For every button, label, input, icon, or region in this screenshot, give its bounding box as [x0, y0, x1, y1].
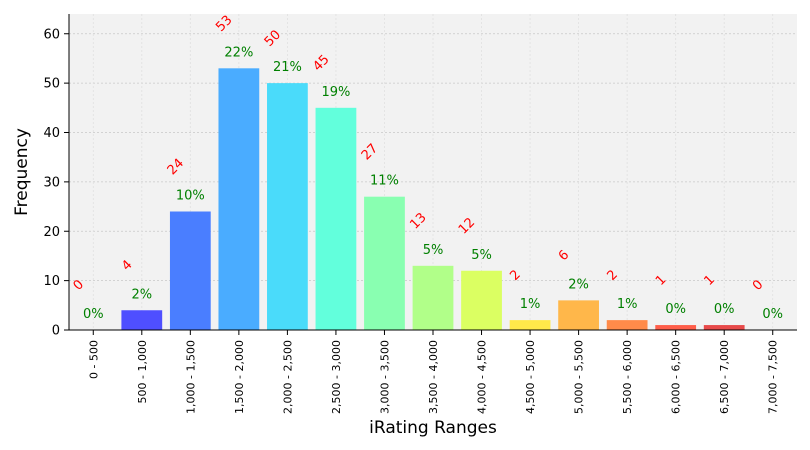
percent-label: 19%	[321, 85, 350, 100]
bar	[364, 196, 405, 330]
y-tick-label: 50	[43, 77, 60, 92]
x-tick-label: 0 - 500	[87, 340, 100, 379]
bar	[412, 265, 454, 330]
x-axis-title: iRating Ranges	[369, 418, 497, 438]
percent-label: 21%	[273, 60, 302, 75]
x-tick-label: 5,000 - 5,500	[573, 340, 586, 414]
y-tick-label: 10	[43, 274, 60, 289]
x-tick-label: 4,000 - 4,500	[476, 340, 489, 414]
x-tick-label: 6,500 - 7,000	[718, 340, 731, 414]
bar	[461, 270, 502, 330]
x-tick-label: 1,000 - 1,500	[184, 340, 197, 414]
percent-label: 5%	[423, 243, 444, 258]
percent-label: 5%	[471, 248, 492, 263]
axes: 0 10 20 30 40 50 60 0 - 500 500 - 1,000 1,000 - 1…	[43, 14, 797, 414]
x-tick-label: 2,500 - 3,000	[330, 340, 343, 414]
x-tick-label: 7,000 - 7,500	[767, 340, 780, 414]
bar	[655, 325, 697, 330]
bar	[218, 68, 260, 330]
y-axis-title: Frequency	[12, 128, 32, 216]
bar	[558, 300, 599, 330]
percent-label: 0%	[762, 307, 783, 322]
x-tick-label: 6,000 - 6,500	[670, 340, 683, 414]
x-tick-label: 3,500 - 4,000	[427, 340, 440, 414]
y-tick-label: 0	[52, 324, 60, 339]
y-tick-label: 60	[43, 27, 60, 42]
percent-label: 10%	[176, 189, 205, 204]
percent-label: 22%	[224, 45, 253, 60]
bar	[267, 83, 308, 330]
x-tick-label: 500 - 1,000	[136, 340, 149, 403]
percent-label: 0%	[714, 302, 735, 317]
bars	[121, 68, 745, 330]
bar	[509, 320, 551, 330]
bar	[606, 320, 648, 330]
bar	[121, 310, 163, 330]
y-tick-label: 30	[43, 175, 60, 190]
percent-label: 1%	[617, 297, 638, 312]
x-tick-label: 5,500 - 6,000	[621, 340, 634, 414]
x-tick-label: 1,500 - 2,000	[233, 340, 246, 414]
y-tick-label: 40	[43, 126, 60, 141]
bar	[169, 211, 211, 330]
percent-label: 1%	[520, 297, 541, 312]
percent-label: 2%	[568, 277, 589, 292]
x-tick-label: 4,500 - 5,000	[524, 340, 537, 414]
percent-label: 2%	[131, 287, 152, 302]
x-tick-label: 2,000 - 2,500	[281, 340, 294, 414]
percent-label: 0%	[83, 307, 104, 322]
bar	[703, 325, 745, 330]
x-tick-label: 3,000 - 3,500	[378, 340, 391, 414]
bar	[315, 107, 357, 330]
percent-label: 0%	[665, 302, 686, 317]
percent-label: 11%	[370, 174, 399, 189]
y-tick-label: 20	[43, 225, 60, 240]
